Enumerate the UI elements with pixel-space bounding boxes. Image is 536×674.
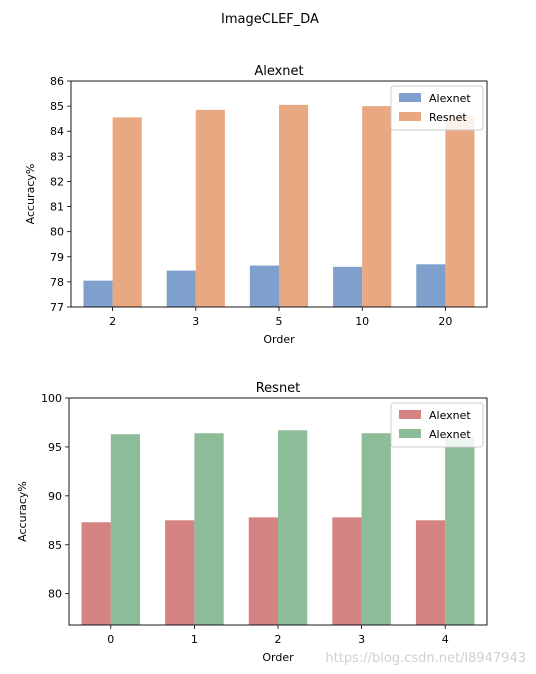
bottom-bar-s1-3 [332,517,362,625]
bottom-xaxis-label: Order [262,651,294,664]
bottom-chart-title: Resnet [256,381,301,396]
top-chart-alexnet: 2 3 5 10 20 77 78 79 80 81 82 83 84 85 86 Alexnet Order A… [24,64,488,346]
bottom-xtick-label-2: 2 [275,633,282,646]
bottom-ytick-label-85: 85 [48,539,62,552]
top-legend-swatch-1 [399,93,421,102]
top-ytick-label-77: 77 [50,301,64,314]
bottom-bar-s1-2 [248,517,278,625]
bottom-bar-s2-0 [110,434,141,625]
top-legend-swatch-2 [399,112,421,121]
bottom-bar-s2-1 [194,433,224,625]
top-yaxis-label: Accuracy% [24,164,37,225]
bottom-ytick-label-95: 95 [48,441,62,454]
bottom-xtick-label-4: 4 [442,633,449,646]
top-bar-s2-3 [195,109,225,307]
top-legend-label-1: Alexnet [429,92,471,105]
bottom-legend: Alexnet Alexnet [390,402,484,448]
bottom-bar-s1-1 [165,520,195,625]
top-legend-label-2: Resnet [429,111,467,124]
top-ytick-label-86: 86 [50,75,64,88]
bottom-chart-resnet: 0 1 2 3 4 80 85 90 95 100 Resnet Order Accuracy% Alex… [16,381,488,664]
top-ytick-label-81: 81 [50,201,64,214]
top-ytick-label-85: 85 [50,100,64,113]
top-legend: Alexnet Resnet [390,85,484,131]
bottom-yaxis-label: Accuracy% [16,481,29,542]
top-bar-s1-10 [333,266,363,307]
top-ytick-label-79: 79 [50,251,64,264]
top-bar-s1-2 [83,280,113,307]
bottom-bar-s2-2 [278,430,308,625]
bottom-bar-s1-4 [415,520,446,625]
top-xtick-label-20: 20 [438,315,452,328]
bottom-bar-s1-0 [81,522,111,625]
top-xtick-label-3: 3 [192,315,199,328]
top-xaxis-label: Order [263,333,295,346]
top-bar-s2-20 [445,116,475,307]
bottom-bar-s2-3 [361,433,391,625]
top-xtick-label-10: 10 [355,315,369,328]
top-ytick-label-82: 82 [50,175,64,188]
top-ytick-label-83: 83 [50,150,64,163]
bottom-legend-label-2: Alexnet [429,428,471,441]
top-bar-s2-10 [362,106,392,307]
bottom-legend-swatch-2 [399,429,421,438]
bottom-xtick-label-0: 0 [107,633,114,646]
top-xtick-label-2: 2 [109,315,116,328]
watermark-text: https://blog.csdn.net/l8947943 [325,651,526,666]
top-xtick-label-5: 5 [276,315,283,328]
bottom-ytick-label-80: 80 [48,588,62,601]
top-bar-s2-5 [279,104,309,307]
bottom-legend-swatch-1 [399,410,421,419]
bottom-ytick-label-100: 100 [41,392,62,405]
bottom-legend-label-1: Alexnet [429,409,471,422]
top-bar-s1-3 [166,270,196,307]
figure-suptitle: ImageCLEF_DA [221,12,319,27]
top-ytick-label-78: 78 [50,276,64,289]
bottom-ytick-label-90: 90 [48,490,62,503]
top-ytick-label-80: 80 [50,226,64,239]
top-bar-s1-20 [416,264,446,307]
top-chart-title: Alexnet [254,64,303,79]
top-bar-s1-5 [249,265,279,307]
top-ytick-label-84: 84 [50,125,64,138]
bottom-xtick-label-3: 3 [358,633,365,646]
top-bar-s2-2 [112,117,142,307]
bottom-bar-s2-4 [445,437,475,625]
bottom-xtick-label-1: 1 [191,633,198,646]
